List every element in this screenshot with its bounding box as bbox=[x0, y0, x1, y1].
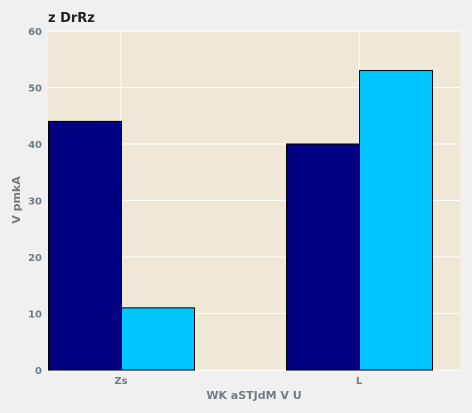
bar-l-series-1 bbox=[286, 143, 360, 371]
x-tick-label: L bbox=[356, 376, 363, 387]
x-tick-label: Zs bbox=[114, 376, 127, 387]
x-axis-ticks: Zs L bbox=[114, 376, 362, 387]
y-tick-label: 0 bbox=[35, 366, 42, 377]
bar-zs-series-1 bbox=[48, 120, 122, 371]
y-tick-label: 50 bbox=[28, 84, 42, 95]
chart-title: z DrRz bbox=[48, 11, 95, 26]
y-tick-label: 60 bbox=[28, 27, 42, 38]
bars bbox=[48, 70, 433, 371]
y-tick-label: 20 bbox=[28, 253, 42, 264]
x-axis-label: WK aSTJdM V U bbox=[206, 389, 301, 402]
bar-zs-series-2 bbox=[121, 307, 195, 371]
y-axis-ticks: 0 10 20 30 40 50 60 bbox=[28, 27, 42, 377]
bar-l-series-2 bbox=[359, 70, 433, 371]
y-tick-label: 10 bbox=[28, 310, 42, 321]
y-tick-label: 40 bbox=[28, 140, 42, 151]
y-axis-label: V pmkA bbox=[10, 176, 23, 224]
y-tick-label: 30 bbox=[28, 197, 42, 208]
